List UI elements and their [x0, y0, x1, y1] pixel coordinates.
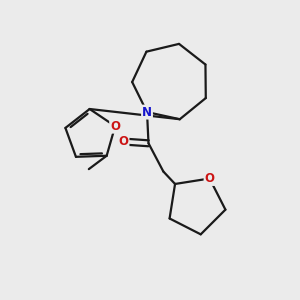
Text: N: N	[142, 106, 152, 118]
Text: O: O	[110, 120, 120, 133]
Text: O: O	[205, 172, 214, 185]
Text: O: O	[118, 135, 128, 148]
